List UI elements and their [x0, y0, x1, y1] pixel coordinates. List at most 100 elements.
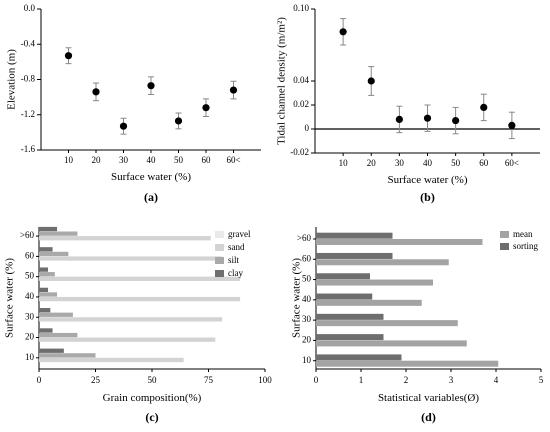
- bar-sand: [39, 337, 216, 342]
- x-tick-label: 60: [202, 155, 212, 165]
- legend-swatch-clay: [215, 270, 224, 277]
- data-point: [367, 77, 375, 85]
- bar-mean: [316, 279, 433, 286]
- x-tick-label: 30: [395, 158, 405, 168]
- x-tick-label: 25: [91, 375, 101, 385]
- bar-mean: [316, 360, 499, 367]
- y-tick-label: 20: [25, 332, 35, 342]
- x-tick-label: 1: [359, 375, 364, 385]
- y-tick-label: 30: [25, 311, 35, 321]
- bar-sorting: [316, 334, 384, 341]
- bar-clay: [39, 226, 58, 232]
- y-tick-label: 0: [305, 123, 310, 133]
- legend-label: gravel: [228, 229, 251, 239]
- x-tick-label: 2: [404, 375, 409, 385]
- y-tick-label: 10: [25, 352, 35, 362]
- x-axis-title: Grain composition(%): [103, 392, 202, 404]
- y-tick-label: 50: [302, 274, 312, 284]
- x-tick-label: 30: [119, 155, 129, 165]
- y-tick-label: 50: [25, 271, 35, 281]
- y-axis-title: Surface water (%): [291, 258, 303, 338]
- x-tick-label: 5: [539, 375, 544, 385]
- x-tick-label: 3: [449, 375, 454, 385]
- bar-clay: [39, 348, 64, 353]
- bar-sand: [39, 236, 211, 241]
- x-axis-title: Surface water (%): [111, 171, 191, 183]
- y-tick-label: 20: [302, 334, 312, 344]
- data-point: [423, 114, 432, 122]
- y-tick-label: -0.4: [21, 38, 36, 48]
- bar-mean: [316, 259, 449, 266]
- y-axis-title: Surface water (%): [4, 258, 16, 338]
- bar-silt: [39, 231, 78, 236]
- data-point: [64, 52, 73, 60]
- y-tick-label: >60: [297, 233, 312, 243]
- y-tick-label: 40: [25, 291, 35, 301]
- legend-label: mean: [513, 229, 533, 239]
- y-tick-label: 0.02: [293, 99, 309, 109]
- bar-silt: [39, 292, 58, 297]
- bar-clay: [39, 247, 53, 252]
- x-tick-label: 40: [423, 158, 433, 168]
- bar-mean: [316, 340, 467, 347]
- bar-sorting: [316, 232, 393, 239]
- panel-label: (c): [145, 410, 158, 424]
- data-point: [119, 122, 128, 130]
- y-axis-title: Elevation (m): [6, 49, 18, 110]
- y-tick-label: 10: [302, 355, 312, 365]
- legend-label: silt: [228, 255, 240, 265]
- bar-silt: [39, 251, 69, 257]
- y-tick-label: -1.2: [21, 109, 35, 119]
- x-tick-label: 20: [367, 158, 377, 168]
- data-point: [395, 115, 403, 123]
- y-tick-label: 60: [302, 253, 312, 263]
- x-tick-label: 60: [479, 158, 489, 168]
- x-tick-label: 60<: [226, 155, 240, 165]
- bar-clay: [39, 328, 53, 333]
- x-tick-label: 60<: [505, 158, 519, 168]
- bar-sand: [39, 256, 223, 261]
- bar-sand: [39, 276, 241, 281]
- bar-clay: [39, 267, 49, 272]
- x-tick-label: 4: [494, 375, 499, 385]
- data-point: [147, 82, 155, 90]
- x-tick-label: 50: [451, 158, 461, 168]
- x-tick-label: 75: [204, 375, 214, 385]
- bar-sorting: [316, 313, 384, 320]
- x-tick-label: 50: [148, 375, 158, 385]
- bar-sorting: [316, 293, 373, 300]
- bar-sorting: [316, 252, 393, 259]
- data-point: [174, 117, 183, 125]
- x-tick-label: 10: [339, 158, 349, 168]
- bar-sand: [39, 357, 184, 363]
- bar-sand: [39, 296, 241, 302]
- bar-sorting: [316, 273, 370, 280]
- bar-silt: [39, 332, 78, 338]
- legend-label: clay: [228, 268, 243, 278]
- y-axis-title: Tidal channel density (m/m²): [276, 17, 288, 145]
- y-tick-label: >60: [20, 230, 35, 240]
- data-point: [229, 86, 238, 94]
- y-tick-label: 60: [25, 250, 35, 260]
- y-tick-label: 0.0: [24, 3, 36, 13]
- x-tick-label: 0: [37, 375, 42, 385]
- y-tick-label: 30: [302, 314, 312, 324]
- bar-clay: [39, 287, 49, 293]
- x-tick-label: 20: [92, 155, 102, 165]
- legend-label: sand: [228, 242, 245, 252]
- data-point: [508, 121, 516, 129]
- bar-silt: [39, 272, 55, 277]
- bar-mean: [316, 320, 458, 327]
- data-point: [339, 28, 347, 36]
- data-point: [92, 88, 100, 96]
- y-tick-label: -0.02: [290, 147, 309, 157]
- data-point: [452, 117, 460, 125]
- x-axis-title: Statistical variables(Ø): [378, 392, 479, 404]
- legend-swatch-sand: [215, 244, 224, 251]
- bar-sorting: [316, 354, 402, 361]
- legend-swatch-silt: [215, 257, 224, 264]
- bar-mean: [316, 299, 422, 306]
- legend-label: sorting: [513, 241, 539, 251]
- legend-swatch-mean: [500, 231, 509, 238]
- panel-label: (a): [144, 190, 158, 204]
